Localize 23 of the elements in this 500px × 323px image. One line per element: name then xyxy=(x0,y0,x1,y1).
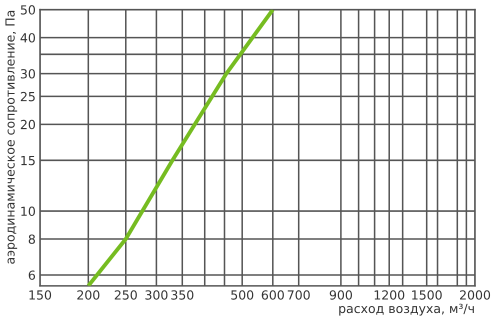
x-tick-label: 1500 xyxy=(412,290,442,300)
x-tick-label: 150 xyxy=(29,290,52,300)
x-tick-label: 500 xyxy=(231,290,254,300)
x-tick-label: 900 xyxy=(330,290,352,300)
y-tick-label: 40 xyxy=(20,33,36,43)
x-tick-label: 600 xyxy=(262,290,284,300)
y-axis-title: аэродинамическое сопротивление, Па xyxy=(5,10,18,264)
x-tick-label: 350 xyxy=(171,290,194,300)
y-tick-label: 50 xyxy=(20,5,36,15)
x-tick-label: 1200 xyxy=(374,290,404,300)
x-axis-title: расход воздуха, м³/ч xyxy=(339,304,474,316)
x-tick-label: 200 xyxy=(77,290,100,300)
y-tick-label: 30 xyxy=(20,69,36,79)
x-tick-label: 2000 xyxy=(460,290,490,300)
x-tick-label: 250 xyxy=(114,290,137,300)
y-tick-label: 6 xyxy=(28,270,36,280)
y-tick-label: 15 xyxy=(21,156,35,166)
x-tick-label: 700 xyxy=(288,290,310,300)
y-tick-label: 25 xyxy=(20,92,35,102)
y-tick-label: 10 xyxy=(21,206,36,216)
y-tick-label: 8 xyxy=(28,234,35,244)
y-tick-label: 20 xyxy=(20,120,36,130)
x-tick-label: 300 xyxy=(145,290,168,300)
